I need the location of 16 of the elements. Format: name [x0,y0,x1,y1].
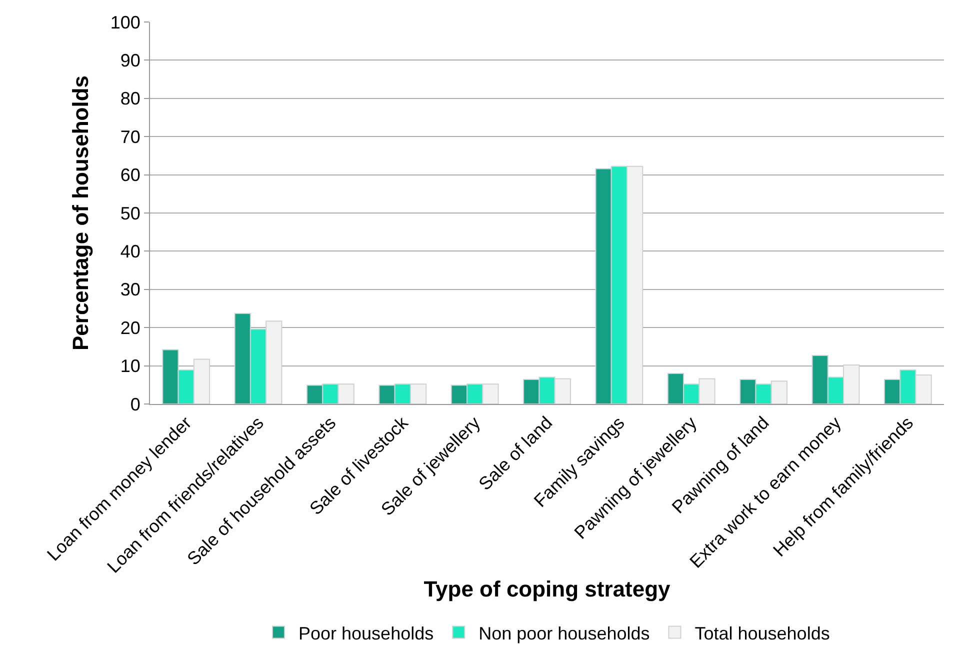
legend-label: Non poor households [478,623,650,644]
y-tick-label: 40 [120,242,140,262]
legend-label: Total households [694,623,830,644]
y-tick-label: 10 [120,356,140,376]
y-tick-label: 80 [120,88,140,109]
y-tick-label: 30 [120,280,140,300]
y-axis-title: Percentage of households [68,75,94,351]
y-tick-label: 100 [110,12,140,32]
y-tick-label: 60 [120,165,140,186]
y-tick-label: 70 [120,126,140,147]
y-tick-label: 20 [120,318,140,338]
y-tick-label: 90 [120,50,140,70]
x-axis-title: Type of coping strategy [424,576,672,602]
y-tick-label: 0 [130,394,140,414]
legend-label: Poor households [298,623,434,644]
y-tick-label: 50 [120,203,140,224]
